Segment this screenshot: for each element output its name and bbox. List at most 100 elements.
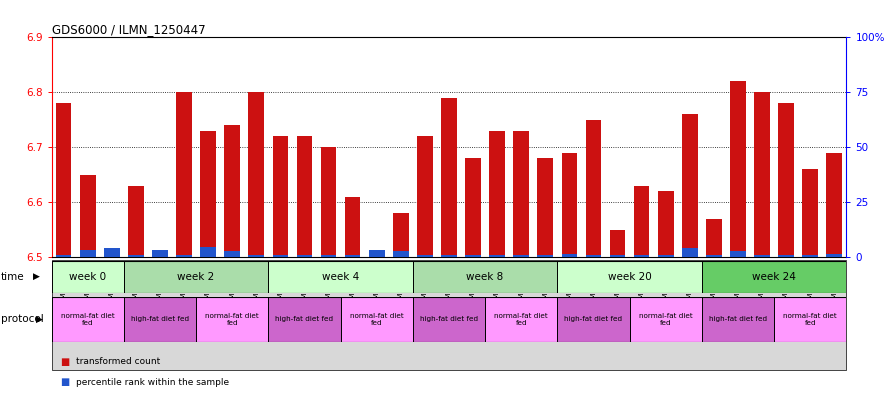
Bar: [682, 114, 698, 257]
Bar: [124, 297, 196, 342]
Text: high-fat diet fed: high-fat diet fed: [420, 316, 478, 322]
Text: ▶: ▶: [33, 272, 40, 281]
Bar: [586, 120, 601, 257]
Bar: [412, 297, 485, 342]
Bar: [557, 261, 701, 293]
Bar: [152, 250, 168, 257]
Bar: [321, 147, 336, 257]
Bar: [513, 255, 529, 257]
Text: normal-fat diet
fed: normal-fat diet fed: [60, 313, 115, 326]
Bar: [754, 92, 770, 257]
Bar: [803, 255, 818, 257]
Text: week 2: week 2: [178, 272, 214, 282]
Bar: [730, 81, 746, 257]
Bar: [538, 255, 553, 257]
Bar: [706, 219, 722, 257]
Bar: [417, 136, 433, 257]
Text: week 8: week 8: [467, 272, 504, 282]
Text: ▶: ▶: [36, 315, 43, 324]
Text: high-fat diet fed: high-fat diet fed: [276, 316, 333, 322]
Bar: [128, 186, 144, 257]
Bar: [176, 255, 192, 257]
Bar: [56, 103, 71, 257]
Bar: [778, 255, 794, 257]
Bar: [273, 136, 288, 257]
Text: week 20: week 20: [608, 272, 652, 282]
Text: normal-fat diet
fed: normal-fat diet fed: [494, 313, 549, 326]
Bar: [754, 255, 770, 257]
Bar: [634, 186, 650, 257]
Text: high-fat diet fed: high-fat diet fed: [131, 316, 189, 322]
Bar: [393, 251, 409, 257]
Bar: [562, 253, 577, 257]
Bar: [200, 131, 216, 257]
Bar: [412, 261, 557, 293]
Bar: [321, 255, 336, 257]
Bar: [340, 297, 412, 342]
Bar: [200, 248, 216, 257]
Bar: [774, 297, 846, 342]
Text: GDS6000 / ILMN_1250447: GDS6000 / ILMN_1250447: [52, 23, 205, 36]
Bar: [80, 250, 95, 257]
Text: ■: ■: [60, 357, 69, 367]
Bar: [345, 197, 360, 257]
Bar: [56, 255, 71, 257]
Bar: [393, 213, 409, 257]
Text: percentile rank within the sample: percentile rank within the sample: [76, 378, 229, 387]
Bar: [52, 297, 124, 342]
Text: normal-fat diet
fed: normal-fat diet fed: [639, 313, 693, 326]
Bar: [248, 255, 264, 257]
Bar: [80, 175, 95, 257]
Bar: [827, 253, 842, 257]
Bar: [489, 255, 505, 257]
Bar: [297, 136, 312, 257]
Bar: [634, 255, 650, 257]
Bar: [224, 125, 240, 257]
Bar: [248, 92, 264, 257]
Bar: [610, 230, 625, 257]
Text: week 0: week 0: [69, 272, 107, 282]
Text: transformed count: transformed count: [76, 357, 161, 366]
Bar: [485, 297, 557, 342]
Bar: [176, 92, 192, 257]
Bar: [658, 255, 674, 257]
Bar: [196, 297, 268, 342]
Bar: [465, 255, 481, 257]
Text: normal-fat diet
fed: normal-fat diet fed: [205, 313, 259, 326]
Bar: [706, 255, 722, 257]
Text: high-fat diet fed: high-fat diet fed: [565, 316, 622, 322]
Bar: [224, 251, 240, 257]
Text: normal-fat diet
fed: normal-fat diet fed: [349, 313, 404, 326]
Bar: [441, 255, 457, 257]
Text: ■: ■: [60, 377, 69, 387]
Bar: [441, 98, 457, 257]
Bar: [701, 297, 774, 342]
Bar: [803, 169, 818, 257]
Bar: [730, 251, 746, 257]
Bar: [827, 153, 842, 257]
Text: normal-fat diet
fed: normal-fat diet fed: [783, 313, 837, 326]
Bar: [586, 255, 601, 257]
Bar: [610, 255, 625, 257]
Bar: [297, 255, 312, 257]
Bar: [489, 131, 505, 257]
Bar: [682, 248, 698, 257]
Bar: [557, 297, 629, 342]
Bar: [268, 297, 340, 342]
Bar: [562, 153, 577, 257]
Bar: [465, 158, 481, 257]
Bar: [629, 297, 701, 342]
Bar: [701, 261, 846, 293]
Bar: [345, 255, 360, 257]
Text: week 4: week 4: [322, 272, 359, 282]
Text: high-fat diet fed: high-fat diet fed: [709, 316, 767, 322]
Bar: [417, 255, 433, 257]
Bar: [52, 260, 846, 370]
Bar: [538, 158, 553, 257]
Bar: [273, 255, 288, 257]
Bar: [778, 103, 794, 257]
Text: time: time: [1, 272, 25, 282]
Bar: [124, 261, 268, 293]
Bar: [658, 191, 674, 257]
Bar: [52, 261, 124, 293]
